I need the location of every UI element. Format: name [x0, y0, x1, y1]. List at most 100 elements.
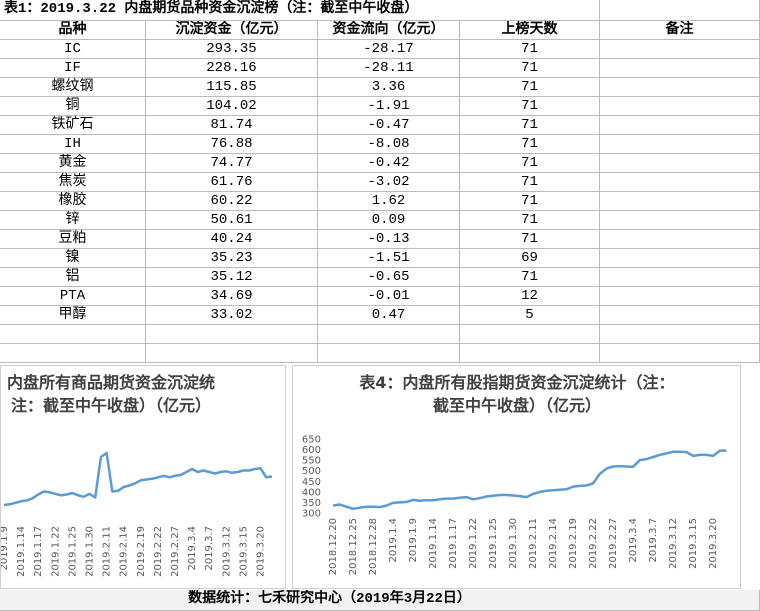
table-cell [600, 230, 760, 249]
table-cell: 71 [460, 211, 600, 230]
table-cell: 71 [460, 173, 600, 192]
table-cell [600, 325, 760, 344]
x-tick-label: 2019.3.4 [187, 526, 198, 571]
table-cell: 焦炭 [0, 173, 146, 192]
table-cell: 铁矿石 [0, 116, 146, 135]
table-cell [460, 344, 600, 363]
table-cell: 3.36 [318, 78, 460, 97]
table-cell: 228.16 [146, 59, 318, 78]
table-title: 表1：2019.3.22 内盘期货品种资金沉淀榜（注：截至中午收盘） [0, 0, 600, 21]
table-cell: -1.91 [318, 97, 460, 116]
table-cell: 0.47 [318, 306, 460, 325]
table-cell: 50.61 [146, 211, 318, 230]
x-tick-label: 2018.12.20 [328, 518, 339, 575]
header-cell: 上榜天数 [460, 21, 600, 40]
table-cell: -0.01 [318, 287, 460, 306]
table-cell: -0.42 [318, 154, 460, 173]
table-cell: PTA [0, 287, 146, 306]
header-cell: 沉淀资金（亿元） [146, 21, 318, 40]
table-cell: 71 [460, 192, 600, 211]
table-cell: 115.85 [146, 78, 318, 97]
x-tick-label: 2019.2.27 [608, 518, 619, 569]
y-tick-label: 550 [302, 456, 321, 467]
x-tick-label: 2019.1.25 [67, 526, 78, 577]
x-tick-label: 2019.2.19 [136, 526, 147, 577]
table-cell [600, 154, 760, 173]
table-cell: -8.08 [318, 135, 460, 154]
table-cell: 35.12 [146, 268, 318, 287]
chart-title: 截至中午收盘）（亿元） [433, 396, 601, 415]
table-cell [600, 173, 760, 192]
x-tick-label: 2019.3.12 [668, 518, 679, 569]
table-cell: 61.76 [146, 173, 318, 192]
x-tick-label: 2019.2.14 [119, 526, 130, 577]
table-cell: -1.51 [318, 249, 460, 268]
table-cell: 橡胶 [0, 192, 146, 211]
table-cell [0, 325, 146, 344]
cell [600, 0, 760, 21]
table-cell: 71 [460, 97, 600, 116]
table-cell: 74.77 [146, 154, 318, 173]
x-tick-label: 2019.3.20 [708, 518, 719, 569]
table-cell: 5 [460, 306, 600, 325]
x-tick-label: 2019.2.19 [568, 518, 579, 569]
table-cell: 35.23 [146, 249, 318, 268]
table-cell: -3.02 [318, 173, 460, 192]
x-tick-label: 2019.2.11 [528, 518, 539, 569]
table-cell: -28.11 [318, 59, 460, 78]
table-cell: 71 [460, 40, 600, 59]
x-tick-label: 2019.3.7 [204, 526, 215, 571]
table-cell: 71 [460, 135, 600, 154]
footer: 数据统计：七禾研究中心（2019年3月22日） [0, 590, 760, 611]
x-tick-label: 2019.3.20 [256, 526, 267, 577]
x-tick-label: 2019.2.22 [153, 526, 164, 577]
table-cell: -28.17 [318, 40, 460, 59]
table-cell [600, 268, 760, 287]
table-cell: 71 [460, 78, 600, 97]
y-tick-label: 450 [302, 477, 321, 488]
chart-right: 表4：内盘所有股指期货资金沉淀统计（注： 截至中午收盘）（亿元） 300 350 400… [292, 365, 741, 589]
x-tick-label: 2019.1.9 [408, 518, 419, 563]
table-cell: IF [0, 59, 146, 78]
table-cell [146, 325, 318, 344]
y-tick-label: 600 [302, 445, 321, 456]
line [3, 451, 273, 507]
x-tick-label: 2019.1.14 [428, 518, 439, 569]
table-cell: 104.02 [146, 97, 318, 116]
table-cell: 锌 [0, 211, 146, 230]
table-cell: 71 [460, 116, 600, 135]
table-cell: 镍 [0, 249, 146, 268]
x-tick-label: 2018.12.25 [348, 518, 359, 575]
table-cell [0, 344, 146, 363]
table-cell: 螺纹钢 [0, 78, 146, 97]
table-cell: 豆粕 [0, 230, 146, 249]
x-tick-label: 2019.1.22 [50, 526, 61, 577]
table-cell: 71 [460, 59, 600, 78]
x-tick-label: 2019.2.27 [170, 526, 181, 577]
table-cell [600, 249, 760, 268]
x-tick-label: 2019.3.7 [648, 518, 659, 563]
table-cell: 293.35 [146, 40, 318, 59]
chart-title: 内盘所有商品期货资金沉淀统 [7, 373, 215, 392]
x-tick-label: 2019.1.4 [388, 518, 399, 563]
table-cell: 33.02 [146, 306, 318, 325]
x-tick-label: 2019.1.22 [468, 518, 479, 569]
x-tick-label: 2019.1.25 [488, 518, 499, 569]
header-cell: 资金流向（亿元） [318, 21, 460, 40]
table-cell: 0.09 [318, 211, 460, 230]
x-tick-label: 2019.1.17 [33, 526, 44, 577]
table-cell [318, 344, 460, 363]
x-tick-label: 2019.3.4 [628, 518, 639, 563]
chart-title: 表4：内盘所有股指期货资金沉淀统计（注： [358, 373, 674, 392]
x-tick-label: 2019.3.12 [221, 526, 232, 577]
table-cell: -0.13 [318, 230, 460, 249]
table-cell [600, 306, 760, 325]
chart: 表4：内盘所有股指期货资金沉淀统计（注： 截至中午收盘）（亿元） 300350400… [302, 373, 727, 575]
table-cell: IC [0, 40, 146, 59]
table-cell: 12 [460, 287, 600, 306]
x-tick-label: 2019.1.14 [16, 526, 27, 577]
x-tick-label: 2019.1.9 [1, 526, 10, 571]
table-cell [600, 116, 760, 135]
